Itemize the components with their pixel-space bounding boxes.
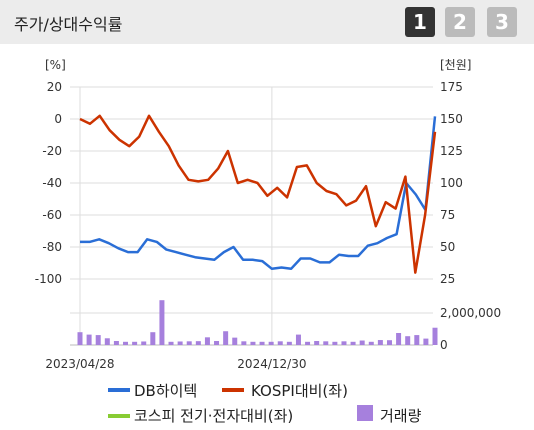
legend-label-volume: 거래량: [380, 407, 422, 425]
right-tick-label: 100: [440, 176, 463, 190]
left-tick-label: 0: [54, 112, 62, 126]
volume-bar: [168, 341, 174, 345]
right-tick-label: 125: [440, 144, 463, 158]
series-line-db-hitek: [80, 116, 437, 271]
series-line-kospi: [79, 114, 437, 274]
volume-bar: [305, 341, 311, 345]
volume-bar: [323, 341, 329, 345]
legend-label-kospi: KOSPI대비(좌): [251, 382, 348, 400]
left-tick-label: -60: [42, 208, 62, 222]
legend-swatch-db-hitek: [108, 388, 130, 392]
volume-bar: [104, 338, 110, 345]
volume-bar: [414, 335, 420, 345]
left-tick-label: 20: [47, 80, 62, 94]
volume-bar: [232, 337, 238, 345]
series-lines: [79, 114, 437, 274]
volume-bar: [432, 327, 438, 345]
volume-bar: [250, 341, 256, 345]
volume-bar: [113, 341, 119, 345]
right-axis-unit-label: [천원]: [440, 57, 471, 72]
volume-bar: [350, 341, 356, 345]
right-tick-label: 25: [440, 272, 455, 286]
volume-bar: [277, 341, 283, 345]
volume-bar: [123, 341, 129, 345]
left-tick-label: -20: [42, 144, 62, 158]
volume-bar: [359, 340, 365, 345]
volume-bar: [204, 337, 210, 345]
volume-bar: [368, 341, 374, 345]
volume-bar: [159, 300, 165, 345]
legend-label-db-hitek: DB하이텍: [134, 382, 198, 400]
volume-bar: [405, 336, 411, 345]
volume-bar: [268, 341, 274, 345]
left-axis-ticks: 20 0 -20 -40 -60 -80 -100: [35, 80, 62, 286]
volume-bar: [150, 332, 156, 345]
volume-tick-label: 2,000,000: [440, 306, 501, 320]
x-axis-ticks: 2023/04/28 2024/12/30: [45, 357, 306, 371]
right-axis-ticks: 175 150 125 100 75 50 25 2,000,000 0: [440, 80, 501, 352]
grid-lines: [70, 86, 433, 346]
right-tick-label: 150: [440, 112, 463, 126]
volume-bar: [95, 335, 101, 345]
tab-1[interactable]: 1: [405, 7, 435, 37]
left-tick-label: -40: [42, 176, 62, 190]
volume-bar: [141, 341, 147, 345]
chart-header: 주가/상대수익률 1 2 3: [0, 0, 534, 44]
volume-bar: [314, 341, 320, 345]
volume-bar: [77, 332, 83, 345]
volume-bar: [241, 341, 247, 345]
volume-bar: [423, 338, 429, 345]
volume-bar: [132, 341, 138, 345]
volume-bar: [341, 341, 347, 345]
volume-bar: [396, 333, 402, 345]
legend-swatch-kospi-electronics: [108, 414, 130, 418]
chart-title: 주가/상대수익률: [14, 15, 123, 34]
volume-tick-label: 0: [440, 338, 448, 352]
volume-bar: [177, 341, 183, 345]
volume-bar: [386, 340, 392, 345]
volume-bar: [195, 341, 201, 345]
volume-bar: [377, 340, 383, 345]
x-tick-label: 2023/04/28: [45, 357, 114, 371]
volume-bar: [259, 341, 265, 345]
legend-swatch-volume: [357, 405, 373, 421]
left-tick-label: -100: [35, 272, 62, 286]
left-tick-label: -80: [42, 240, 62, 254]
volume-bar: [286, 341, 292, 345]
volume-bar: [86, 334, 92, 345]
volume-bar: [332, 341, 338, 345]
volume-bar: [223, 331, 229, 345]
volume-bar: [295, 334, 301, 345]
legend-label-kospi-electronics: 코스피 전기·전자대비(좌): [134, 407, 294, 425]
legend-swatch-kospi: [222, 388, 244, 392]
left-axis-unit-label: [%]: [45, 58, 66, 72]
x-tick-label: 2024/12/30: [237, 357, 306, 371]
right-tick-label: 175: [440, 80, 463, 94]
volume-bar: [214, 341, 220, 345]
tab-3[interactable]: 3: [487, 7, 517, 37]
volume-bar: [186, 341, 192, 345]
right-tick-label: 75: [440, 208, 455, 222]
volume-bars: [77, 300, 438, 345]
right-tick-label: 50: [440, 240, 455, 254]
tab-2[interactable]: 2: [445, 7, 475, 37]
